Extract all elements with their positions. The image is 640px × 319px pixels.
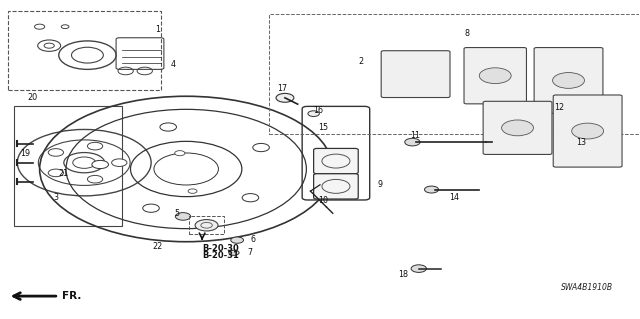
Text: 4: 4 [171, 60, 176, 69]
Text: 21: 21 [59, 169, 69, 178]
Circle shape [188, 189, 197, 193]
Circle shape [424, 186, 438, 193]
Text: 5: 5 [174, 209, 179, 218]
Circle shape [92, 160, 108, 169]
Circle shape [231, 237, 244, 243]
Text: 11: 11 [411, 131, 420, 140]
Bar [269, 14, 639, 134]
Circle shape [253, 144, 269, 152]
Circle shape [242, 194, 259, 202]
Circle shape [111, 159, 127, 167]
Circle shape [552, 72, 584, 88]
Circle shape [175, 213, 191, 220]
Bar [189, 216, 225, 234]
Text: FR.: FR. [62, 291, 81, 301]
FancyBboxPatch shape [381, 51, 450, 98]
Text: 10: 10 [318, 196, 328, 205]
Text: 2: 2 [359, 57, 364, 66]
FancyBboxPatch shape [314, 174, 358, 199]
Text: 1: 1 [155, 25, 160, 34]
Text: 13: 13 [576, 137, 586, 147]
Text: B-20-30: B-20-30 [202, 243, 239, 253]
Circle shape [88, 175, 102, 183]
Text: 9: 9 [378, 180, 383, 189]
Circle shape [48, 149, 63, 156]
Circle shape [229, 250, 239, 255]
Circle shape [160, 123, 177, 131]
Text: 16: 16 [313, 106, 323, 115]
Circle shape [276, 93, 294, 102]
FancyBboxPatch shape [314, 148, 358, 174]
Text: B-20-31: B-20-31 [202, 251, 239, 260]
Circle shape [308, 111, 319, 116]
Circle shape [175, 151, 185, 156]
Text: 8: 8 [464, 28, 469, 38]
FancyBboxPatch shape [534, 48, 603, 113]
Circle shape [143, 204, 159, 212]
Text: 3: 3 [53, 193, 58, 202]
FancyBboxPatch shape [483, 101, 552, 154]
Circle shape [572, 123, 604, 139]
Circle shape [48, 169, 63, 177]
Circle shape [502, 120, 534, 136]
Text: 22: 22 [152, 242, 163, 251]
Circle shape [479, 68, 511, 84]
Text: 12: 12 [554, 103, 564, 112]
Text: 18: 18 [398, 271, 408, 279]
Circle shape [404, 138, 420, 146]
Text: 20: 20 [27, 93, 37, 102]
Text: 14: 14 [449, 193, 459, 202]
Text: SWA4B1910B: SWA4B1910B [561, 283, 613, 292]
Circle shape [88, 142, 102, 150]
Circle shape [195, 219, 218, 231]
Circle shape [411, 265, 426, 272]
Text: 7: 7 [247, 248, 252, 257]
Text: 19: 19 [20, 149, 31, 158]
Text: 6: 6 [251, 235, 255, 244]
FancyBboxPatch shape [464, 48, 527, 104]
Bar [14, 106, 122, 226]
Text: 15: 15 [318, 123, 328, 132]
Text: 17: 17 [276, 84, 287, 93]
Bar [8, 11, 161, 90]
FancyBboxPatch shape [553, 95, 622, 167]
